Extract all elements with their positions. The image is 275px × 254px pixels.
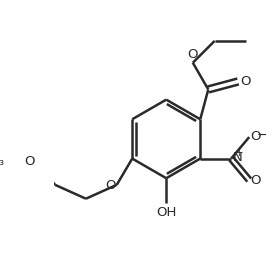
Text: O: O: [240, 75, 250, 88]
Text: O: O: [24, 155, 35, 168]
Text: +: +: [235, 148, 243, 158]
Text: OH: OH: [156, 205, 177, 219]
Text: N: N: [233, 151, 242, 164]
Text: O: O: [251, 174, 261, 187]
Text: −: −: [257, 129, 267, 141]
Text: O: O: [105, 179, 116, 192]
Text: CH₃: CH₃: [0, 155, 4, 168]
Text: O: O: [187, 48, 197, 61]
Text: O: O: [251, 130, 261, 143]
